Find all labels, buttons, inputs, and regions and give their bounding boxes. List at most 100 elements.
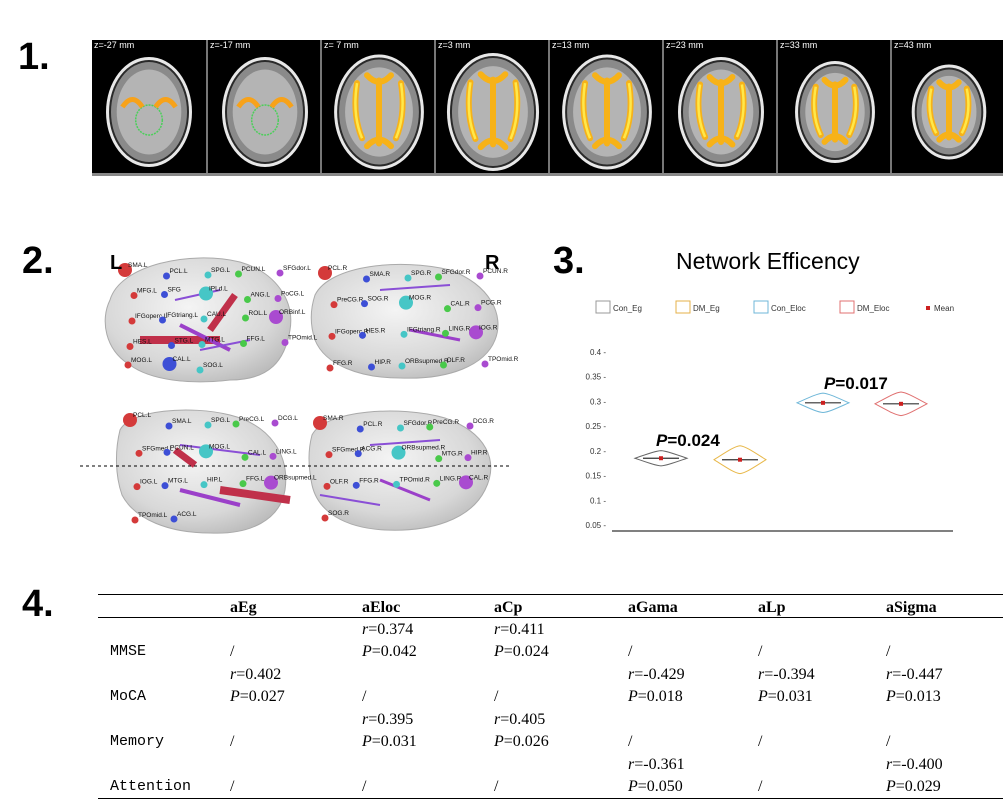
y-tick-label: 0.2 - — [590, 447, 606, 456]
brain-node — [200, 481, 208, 489]
cell-p-value: / — [230, 643, 235, 660]
brain-node — [466, 422, 474, 430]
brain-node-label: PreCG.R — [433, 419, 460, 426]
cell-r-value: r=-0.429 — [628, 666, 685, 683]
brain-node — [359, 331, 366, 339]
brain-node — [198, 341, 206, 348]
y-tick-label: 0.15 - — [586, 472, 607, 481]
row-label: MoCA — [98, 663, 230, 708]
brain-node-label: SFGdor.R — [442, 269, 471, 276]
brain-node — [118, 263, 132, 277]
y-tick-label: 0.1 - — [590, 496, 606, 505]
table-cell: / — [362, 753, 494, 799]
cell-p-value: P=0.050 — [628, 778, 683, 795]
violin-mean-marker — [899, 401, 903, 406]
correlation-table: aEg aEloc aCp aGama aLp aSigma MMSE / r=0.… — [98, 594, 1003, 799]
cell-r-value — [758, 619, 886, 641]
brain-node — [204, 421, 212, 429]
slice-label: z=-17 mm — [210, 40, 251, 50]
cell-p-value: / — [758, 778, 763, 795]
brain-node — [130, 292, 138, 299]
brain-node — [124, 361, 132, 369]
brain-node-label: FFG.L — [247, 336, 266, 343]
table-cell: r=0.405 P=0.026 — [494, 708, 628, 753]
violin-mean-marker — [659, 456, 663, 461]
brain-node — [170, 515, 178, 523]
brain-node — [368, 363, 375, 371]
brain-node — [313, 416, 327, 430]
table-cell: / — [758, 708, 886, 753]
brain-node — [354, 450, 362, 458]
cell-p-value: / — [230, 778, 235, 795]
cell-r-value — [886, 619, 1003, 641]
cell-r-value: r=-0.394 — [758, 666, 815, 683]
p-value-number: =0.017 — [835, 374, 887, 393]
cell-p-value: P=0.018 — [628, 688, 683, 705]
cell-p-value: P=0.029 — [886, 778, 941, 795]
brain-slice: z=43 mm — [890, 40, 1003, 173]
brain-node-label: ACG.L — [177, 511, 197, 518]
table-cell: r=0.374 P=0.042 — [362, 618, 494, 664]
brain-node-label: IFGtriang.L — [166, 312, 199, 319]
brain-node — [435, 455, 443, 463]
brain-node-label: IPLd.L — [209, 286, 228, 293]
right-hemisphere-label: R — [485, 252, 500, 274]
brain-node-label: PCL.L — [170, 268, 188, 275]
y-tick-label: 0.05 - — [586, 521, 607, 530]
brain-node-label: PreCG.L — [239, 416, 265, 423]
brain-node-label: HES.L — [133, 339, 152, 346]
cell-r-value — [230, 619, 362, 641]
brain-node-label: CAL.R — [469, 474, 488, 481]
brain-node-label: CAU.L — [207, 311, 227, 318]
brain-node-label: IOG.L — [140, 479, 158, 486]
violin-mean-marker — [738, 457, 742, 462]
brain-node-label: ORBinf.L — [279, 309, 306, 316]
brain-node — [397, 424, 404, 432]
brain-node-label: ANG.L — [251, 292, 271, 299]
brain-node-label: SFGdor.L — [283, 265, 311, 272]
table-row: MoCA r=0.402 P=0.027// r=-0.429 P=0.018 r=-0.… — [98, 663, 1003, 708]
cell-p-value: / — [362, 688, 367, 705]
brain-node-label: DCG.R — [473, 418, 494, 425]
table-cell: r=-0.447 P=0.013 — [886, 663, 1003, 708]
header-cell-empty — [98, 595, 230, 618]
brain-node — [321, 514, 329, 522]
brain-node — [481, 360, 489, 368]
brain-node — [361, 300, 368, 308]
brain-node-label: PCG.R — [481, 300, 502, 307]
brain-slice-image — [222, 57, 308, 167]
brain-node — [442, 329, 449, 337]
cell-p-value: P=0.031 — [758, 688, 813, 705]
panel-number-4: 4. — [22, 583, 54, 625]
header-aLp: aLp — [758, 599, 786, 616]
brain-node — [404, 274, 412, 282]
cell-r-value: r=-0.361 — [628, 756, 685, 773]
table-cell: / — [494, 663, 628, 708]
brain-node — [162, 357, 177, 371]
brain-node — [269, 310, 283, 324]
table-cell: r=0.395 P=0.031 — [362, 708, 494, 753]
brain-node — [323, 482, 331, 490]
brain-top-right — [310, 263, 499, 379]
legend-label: Mean — [934, 304, 954, 313]
cell-p-value: P=0.026 — [494, 733, 549, 750]
brain-node-label: MTG.L — [205, 337, 225, 344]
legend-mean-marker — [926, 306, 930, 310]
brain-node — [199, 286, 213, 301]
brain-node-label: SMA.R — [370, 271, 391, 278]
brain-node-label: ORBsupmed.R — [405, 358, 449, 365]
legend-label: Con_Eg — [613, 304, 642, 313]
row-label: Memory — [98, 708, 230, 753]
brain-node — [232, 420, 240, 428]
table-cell: / — [230, 618, 362, 664]
brain-top-left — [104, 257, 292, 383]
cell-p-value: / — [494, 688, 499, 705]
brain-node — [274, 295, 282, 302]
cell-p-value: / — [230, 733, 235, 750]
brain-node-label: PCL.L — [133, 412, 151, 419]
brain-bottom-left — [115, 409, 291, 534]
cell-r-value — [494, 664, 628, 686]
table-cell: / — [886, 708, 1003, 753]
brain-slice-image — [562, 54, 652, 170]
table-cell: r=0.411 P=0.024 — [494, 618, 628, 664]
